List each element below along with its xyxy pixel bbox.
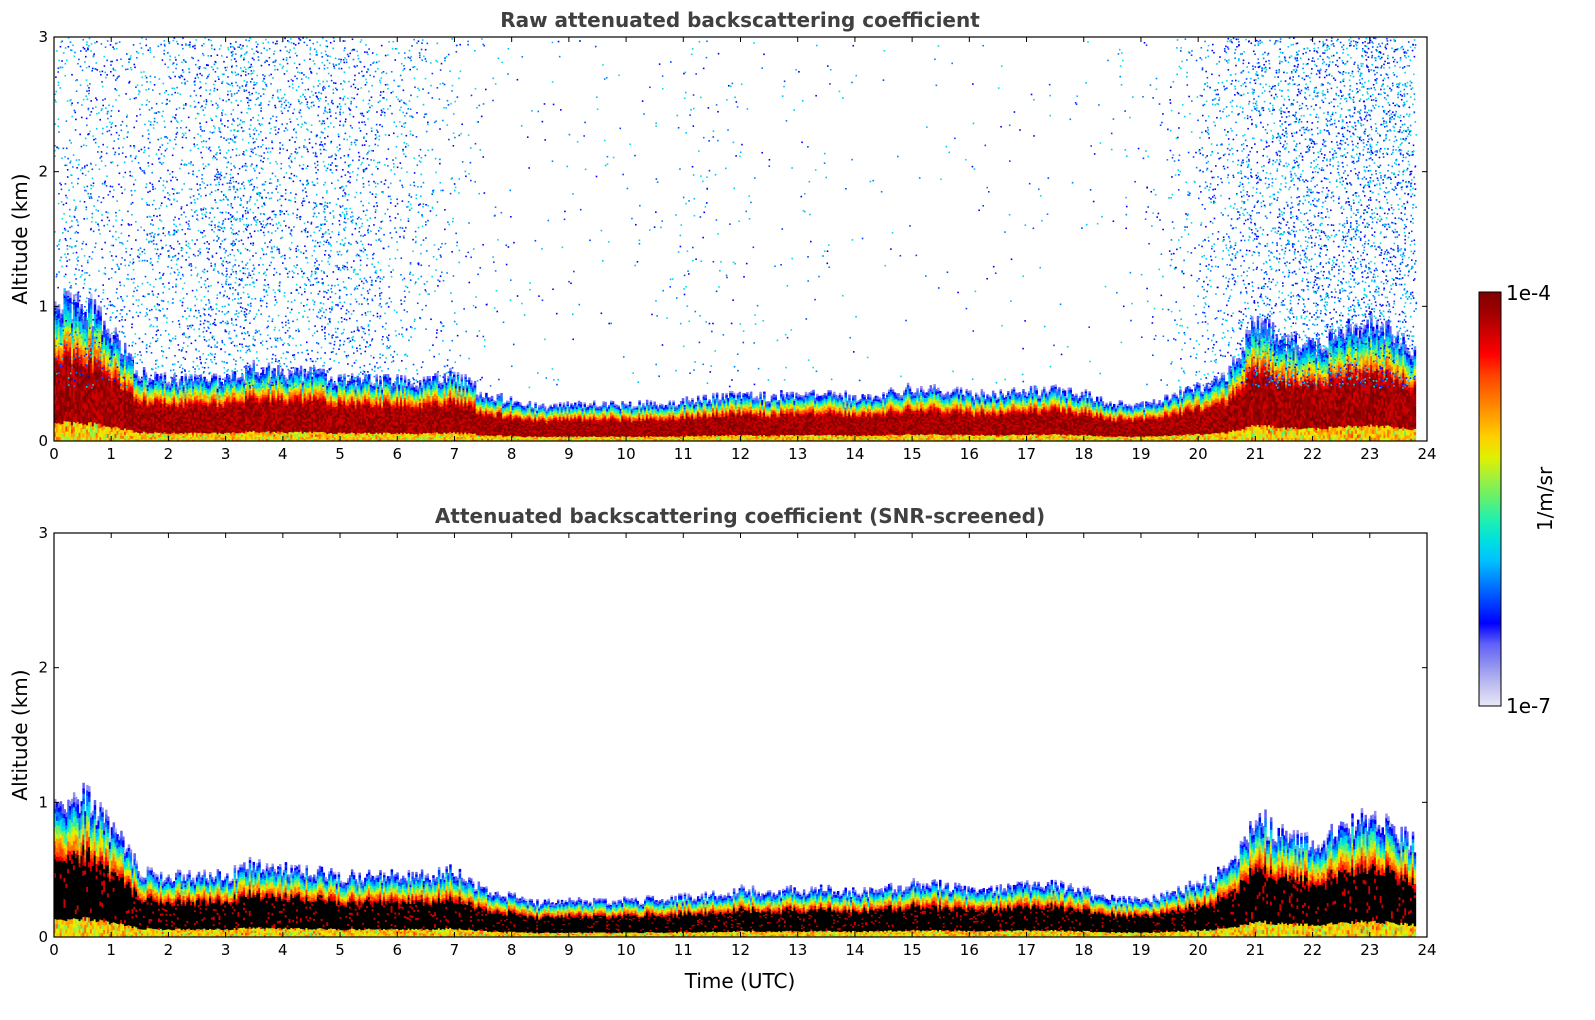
heatmap-cell [77, 297, 79, 303]
heatmap-cell [77, 302, 79, 308]
heatmap-cell [256, 372, 258, 375]
heatmap-cell [107, 329, 109, 333]
heatmap-cell [69, 307, 71, 313]
heatmap-cell [164, 372, 166, 375]
panel-raw-title: Raw attenuated backscattering coefficien… [500, 8, 980, 32]
heatmap-cell [84, 312, 86, 317]
heatmap-cell [118, 340, 120, 344]
heatmap-cell [115, 327, 117, 331]
heatmap-cell [219, 375, 221, 378]
heatmap-cell [99, 325, 101, 330]
heatmap-cell [80, 304, 82, 309]
heatmap-cell [173, 374, 175, 377]
heatmap-cell [215, 374, 217, 377]
heatmap-cell [90, 318, 92, 324]
heatmap-cell [196, 375, 198, 378]
panel-raw: Raw attenuated backscattering coefficien… [8, 8, 1437, 463]
heatmap-cell [90, 308, 92, 314]
heatmap-cell [253, 360, 255, 363]
heatmap-cell [69, 302, 71, 308]
heatmap-cell [137, 376, 139, 379]
heatmap-cell [69, 293, 71, 299]
heatmap-cell [245, 365, 247, 368]
heatmap-cell [175, 382, 177, 385]
heatmap-cell [94, 299, 96, 304]
heatmap-cell [205, 379, 207, 382]
heatmap-cell [184, 374, 186, 377]
heatmap-cell [103, 321, 105, 326]
heatmap-cell [69, 297, 71, 303]
heatmap-cell [99, 320, 101, 325]
heatmap-cell [99, 307, 101, 312]
panel-raw-heatmap [54, 37, 1417, 442]
heatmap-cell [90, 313, 92, 319]
heatmap-cell [77, 292, 79, 298]
heatmap-cell [132, 357, 134, 360]
heatmap-cell [94, 304, 96, 309]
heatmap-cell [90, 293, 92, 299]
heatmap-cell [181, 376, 183, 379]
heatmap-cell [143, 367, 145, 370]
heatmap-cell [220, 382, 222, 385]
heatmap-cell [109, 334, 111, 338]
heatmap-cell [103, 325, 105, 330]
heatmap-cell [69, 312, 71, 318]
heatmap-cell [124, 343, 126, 347]
heatmap-cell [160, 373, 162, 376]
